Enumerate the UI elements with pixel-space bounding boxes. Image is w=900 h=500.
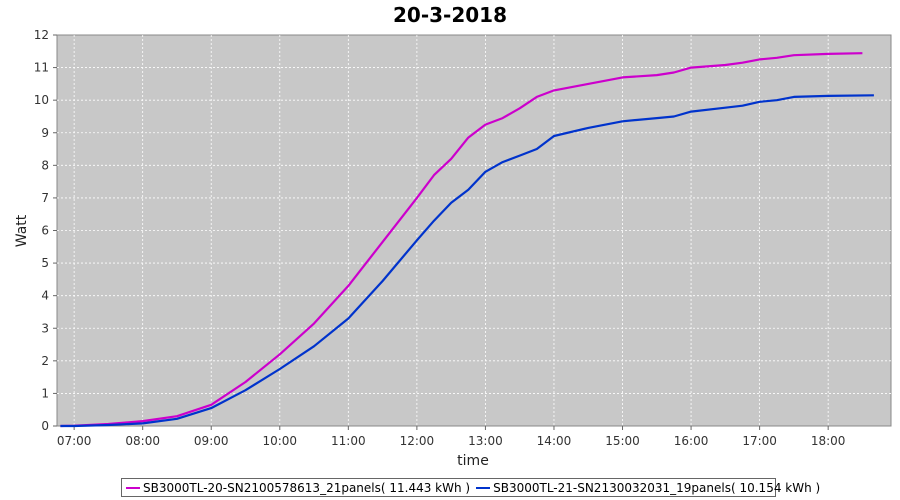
- y-tick-label: 4: [41, 289, 49, 303]
- x-tick-label: 18:00: [811, 434, 846, 448]
- y-tick-label: 11: [34, 61, 49, 75]
- y-tick-label: 6: [41, 224, 49, 238]
- y-tick-label: 7: [41, 191, 49, 205]
- y-tick-label: 5: [41, 256, 49, 270]
- x-tick-label: 08:00: [125, 434, 160, 448]
- series-line-1: [60, 52, 863, 428]
- y-tick-label: 3: [41, 321, 49, 335]
- y-axis-label: Watt: [14, 214, 30, 247]
- x-axis: 07:00 08:00 09:00 10:00 11:00 12:00 13:00 14:00…: [57, 426, 846, 448]
- x-tick-label: 13:00: [468, 434, 503, 448]
- x-tick-label: 14:00: [537, 434, 572, 448]
- chart-title: 20-3-2018: [393, 3, 507, 27]
- x-tick-label: 17:00: [742, 434, 777, 448]
- y-tick-label: 1: [41, 386, 49, 400]
- series-layer: [60, 52, 874, 428]
- legend-item-series-1: SB3000TL-20-SN2100578613_21panels( 11.44…: [126, 481, 470, 495]
- x-tick-label: 07:00: [57, 434, 92, 448]
- x-tick-label: 16:00: [674, 434, 709, 448]
- series-line-2: [60, 94, 874, 428]
- x-axis-label: time: [457, 453, 489, 469]
- y-tick-label: 2: [41, 354, 49, 368]
- y-tick-label: 10: [34, 93, 49, 107]
- x-tick-label: 09:00: [194, 434, 229, 448]
- x-tick-label: 11:00: [331, 434, 366, 448]
- y-tick-label: 8: [41, 158, 49, 172]
- y-tick-label: 9: [41, 126, 49, 140]
- grid-lines: [57, 35, 891, 426]
- x-tick-label: 15:00: [605, 434, 640, 448]
- x-tick-label: 10:00: [262, 434, 297, 448]
- legend-swatch-series-2: [476, 486, 491, 489]
- y-tick-label: 0: [41, 419, 49, 433]
- legend-item-series-2: SB3000TL-21-SN2130032031_19panels( 10.15…: [476, 481, 820, 495]
- x-tick-label: 12:00: [400, 434, 435, 448]
- legend-swatch-series-1: [126, 486, 140, 489]
- legend-label-series-2: SB3000TL-21-SN2130032031_19panels( 10.15…: [493, 480, 821, 495]
- legend: SB3000TL-20-SN2100578613_21panels( 11.44…: [121, 478, 820, 497]
- y-tick-label: 12: [34, 28, 49, 42]
- legend-label-series-1: SB3000TL-20-SN2100578613_21panels( 11.44…: [143, 480, 471, 495]
